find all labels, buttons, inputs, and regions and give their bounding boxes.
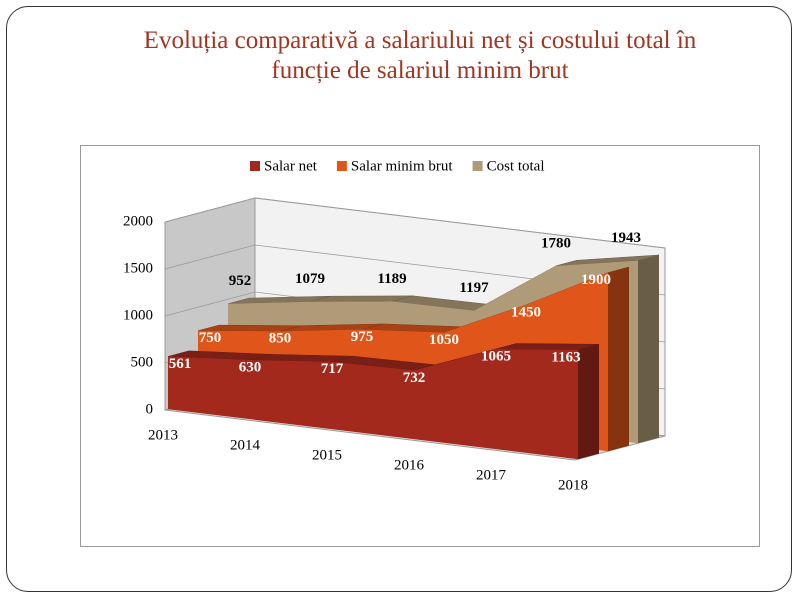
area-side: [638, 254, 659, 444]
area-side: [578, 344, 599, 460]
area: [168, 349, 578, 460]
data-label: 1450: [511, 304, 541, 320]
data-label: 750: [199, 330, 222, 346]
y-tick-label: 0: [146, 401, 154, 417]
y-tick-label: 2000: [123, 213, 153, 229]
data-label: 1065: [481, 349, 511, 365]
x-tick-label: 2014: [230, 437, 261, 453]
data-label: 717: [321, 361, 344, 377]
data-label: 1163: [551, 349, 580, 365]
data-label: 630: [239, 359, 262, 375]
chart-title: Evoluția comparativă a salariului net și…: [143, 27, 697, 84]
grid-line: [164, 197, 666, 249]
x-tick-label: 2013: [148, 427, 178, 443]
data-label: 1197: [459, 280, 489, 296]
data-label: 1780: [541, 235, 571, 251]
y-tick-label: 1500: [123, 260, 153, 276]
data-label: 561: [169, 356, 192, 372]
data-label: 952: [229, 273, 252, 289]
data-label: 850: [269, 331, 292, 347]
y-tick-label: 500: [131, 354, 154, 370]
y-tick-label: 1000: [123, 307, 153, 323]
slide-frame: [6, 6, 792, 592]
data-label: 975: [351, 329, 374, 345]
grid-line: [164, 244, 666, 296]
x-tick-label: 2016: [394, 457, 425, 473]
chart-frame: [80, 145, 760, 547]
x-tick-label: 2017: [476, 467, 507, 483]
data-label: 1050: [429, 332, 459, 348]
data-label: 732: [403, 370, 426, 386]
x-tick-label: 2015: [312, 447, 342, 463]
data-label: 1900: [581, 272, 611, 288]
legend-label: Salar net: [264, 158, 318, 174]
legend-swatch: [472, 161, 483, 171]
data-label: 1943: [611, 230, 641, 246]
legend-label: Salar minim brut: [351, 158, 453, 174]
area-side: [608, 267, 629, 452]
legend-swatch: [336, 161, 347, 171]
data-label: 1079: [295, 271, 325, 287]
x-tick-label: 2018: [558, 477, 588, 493]
data-label: 1189: [377, 271, 406, 287]
legend-label: Cost total: [487, 158, 545, 174]
legend-swatch: [250, 161, 260, 171]
